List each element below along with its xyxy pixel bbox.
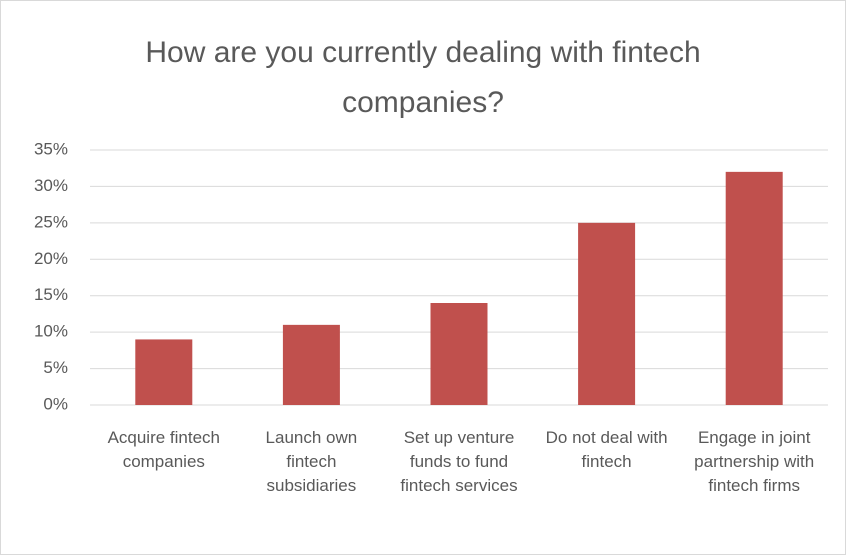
y-tick-label: 10% xyxy=(34,322,68,341)
bar xyxy=(430,303,488,405)
bar xyxy=(282,324,340,405)
bar xyxy=(578,222,636,405)
bar xyxy=(135,339,193,405)
x-tick-label: Engage in joint partnership with fintech… xyxy=(694,428,815,495)
bar xyxy=(725,171,783,405)
x-tick-label: Do not deal with fintech xyxy=(545,428,668,471)
y-tick-label: 35% xyxy=(34,139,68,158)
y-tick-label: 5% xyxy=(43,358,68,377)
y-tick-label: 15% xyxy=(34,285,68,304)
chart-title: How are you currently dealing with finte… xyxy=(145,36,701,119)
x-tick-label: Set up venture funds to fund fintech ser… xyxy=(400,428,518,495)
y-tick-label: 20% xyxy=(34,249,68,268)
x-tick-label: Acquire fintech companies xyxy=(107,428,221,471)
y-tick-label: 25% xyxy=(34,212,68,231)
y-tick-label: 0% xyxy=(43,394,68,413)
x-tick-label: Launch own fintech subsidiaries xyxy=(265,428,358,495)
y-tick-label: 30% xyxy=(34,176,68,195)
